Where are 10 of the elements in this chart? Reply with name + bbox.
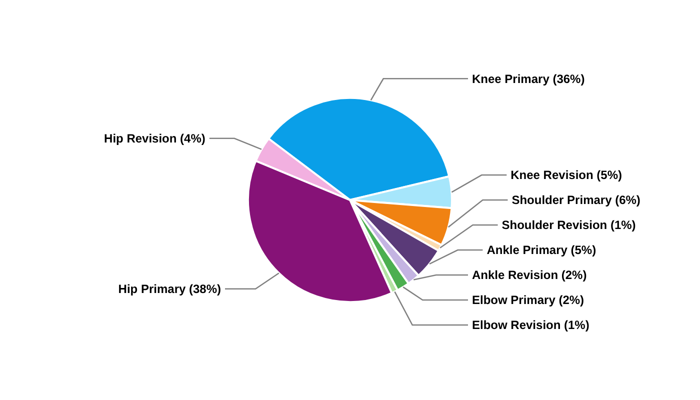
slice-label: Hip Revision (4%) xyxy=(104,132,206,146)
slice-label: Shoulder Revision (1%) xyxy=(502,218,636,232)
slice-label: Knee Primary (36%) xyxy=(472,72,585,86)
slice-label: Hip Primary (38%) xyxy=(118,282,222,296)
slice-label: Shoulder Primary (6%) xyxy=(512,193,640,208)
slice-label: Elbow Revision (1%) xyxy=(472,318,590,332)
slice-label: Knee Revision (5%) xyxy=(510,168,622,182)
slice-label: Elbow Primary (2%) xyxy=(472,293,584,308)
slice-label: Ankle Revision (2%) xyxy=(472,268,587,282)
slice-label: Ankle Primary (5%) xyxy=(486,243,596,258)
